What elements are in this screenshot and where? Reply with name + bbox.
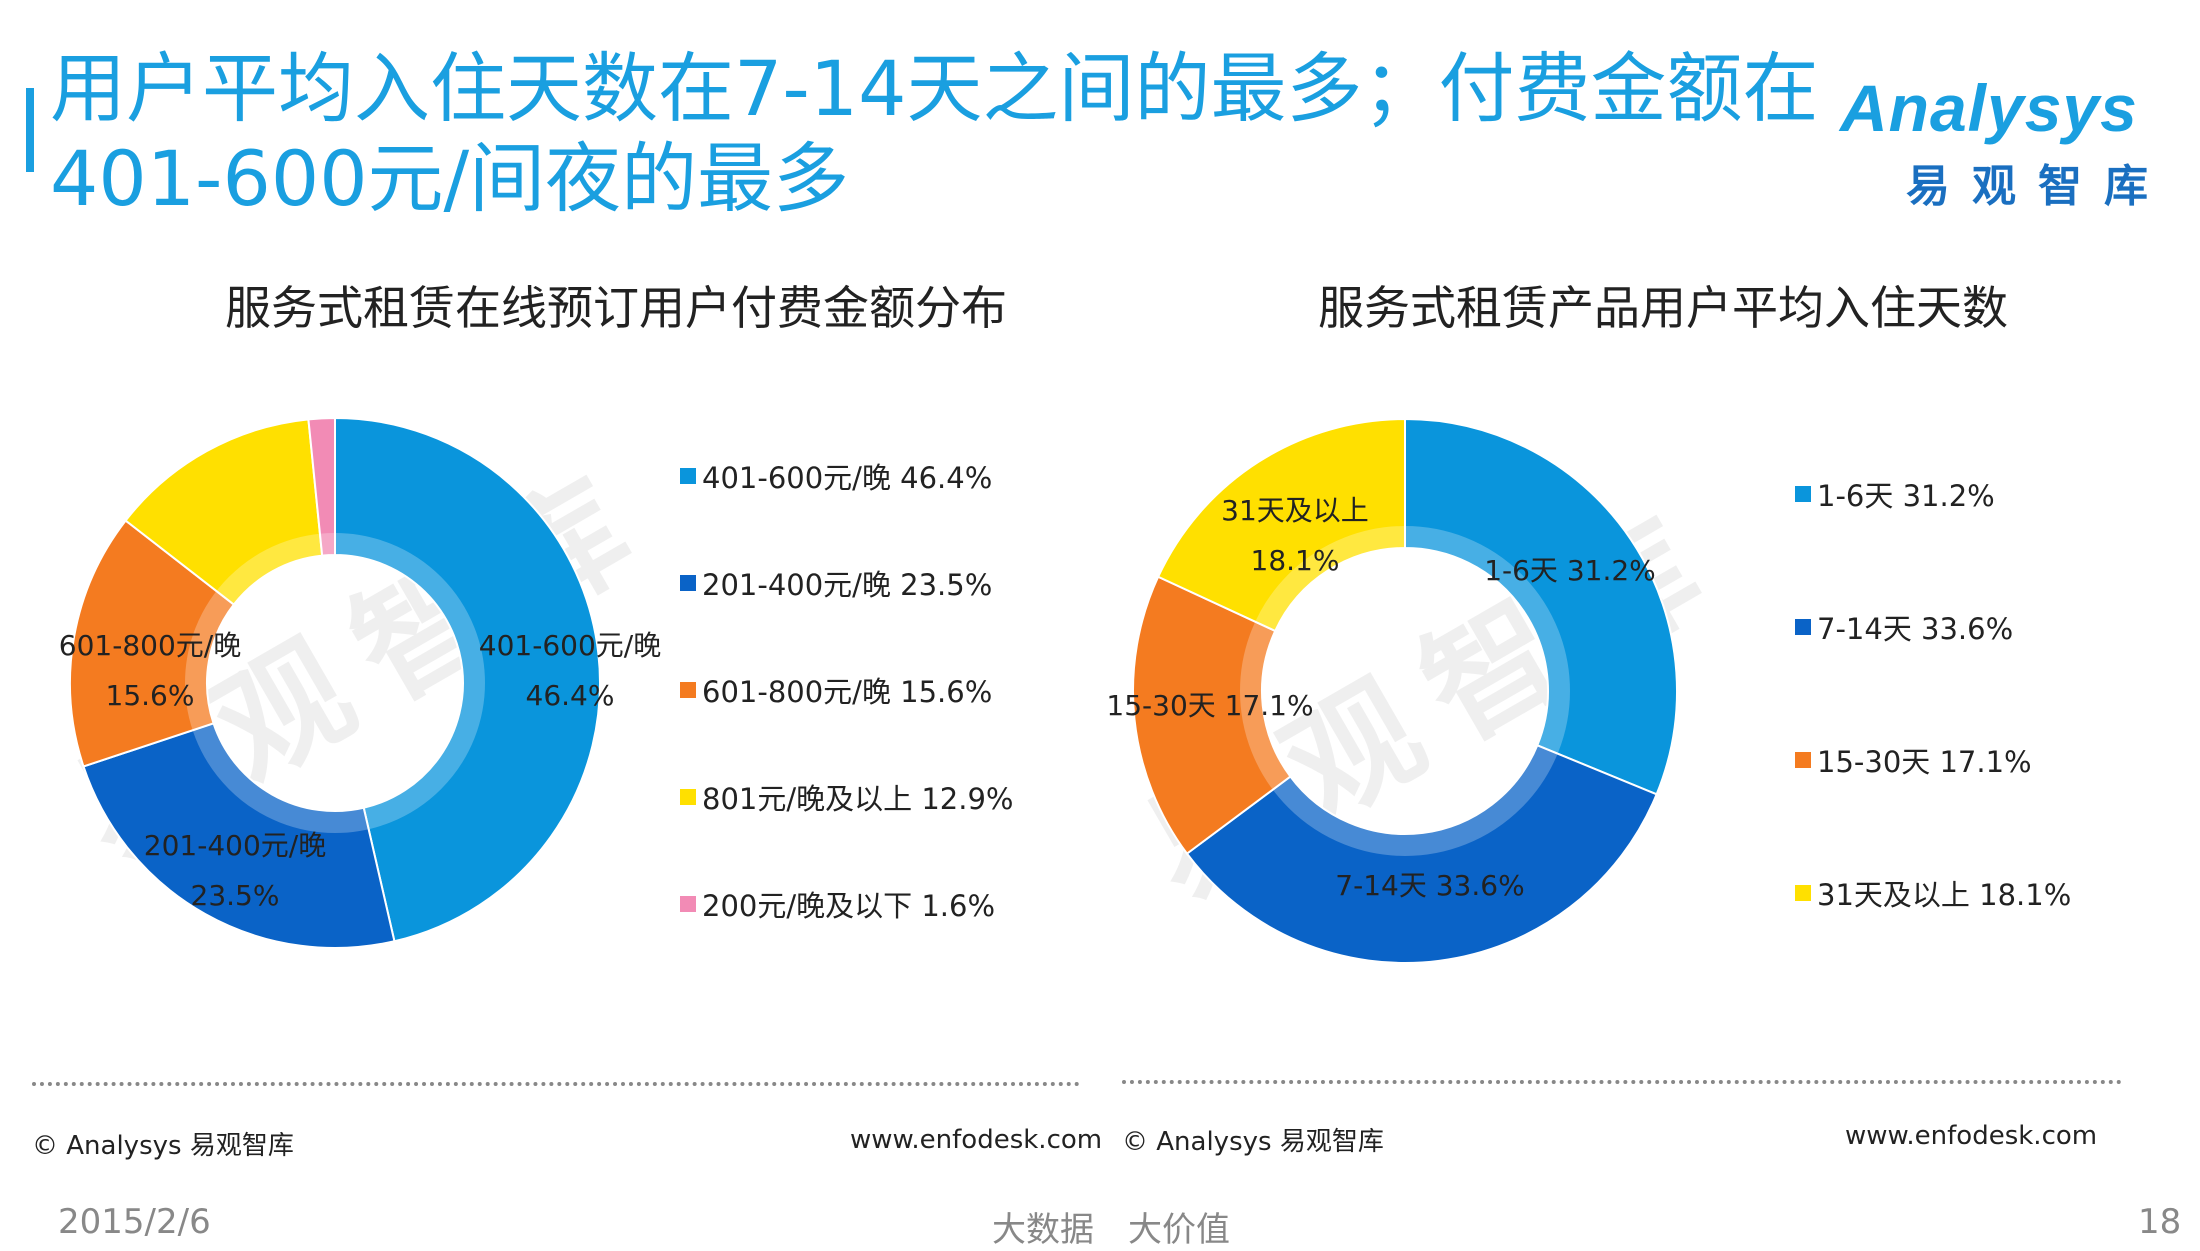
chart1-legend-item-4: 801元/晚及以上 12.9% (680, 776, 1013, 818)
chart2-legend-item-3: 15-30天 17.1% (1795, 739, 2032, 781)
chart2-inner-ring (1240, 526, 1570, 856)
chart2-data-label-2: 7-14天 33.6% (1335, 869, 1524, 902)
chart2-legend-label-3: 15-30天 17.1% (1817, 745, 2032, 779)
chart2-data-label-4: 31天及以上 18.1% (1221, 494, 1369, 577)
logo-chinese-name: 易观智库 (1906, 161, 2170, 212)
chart2-legend-swatch-1 (1795, 486, 1811, 502)
footer-date: 2015/2/6 (58, 1202, 211, 1242)
chart2-slice-1 (1404, 417, 1678, 796)
chart1-legend-item-3: 601-800元/晚 15.6% (680, 669, 992, 711)
chart1-legend-item-2: 201-400元/晚 23.5% (680, 562, 992, 604)
analysys-logo: Analysys 易观智库 (1840, 70, 2170, 212)
page-title-line2: 401-600元/间夜的最多 (50, 134, 850, 223)
chart1-legend-swatch-2 (680, 575, 696, 591)
source-url-right: www.enfodesk.com (1845, 1121, 2098, 1151)
chart1-legend-label-4: 801元/晚及以上 12.9% (702, 782, 1014, 816)
chart2-legend-label-4: 31天及以上 18.1% (1817, 878, 2072, 912)
chart1-inner-ring (185, 533, 485, 833)
chart2-legend-label-2: 7-14天 33.6% (1817, 612, 2014, 646)
chart1-legend-label-2: 201-400元/晚 23.5% (702, 568, 993, 602)
source-copyright-left: © Analysys 易观智库 (32, 1131, 294, 1161)
chart1-data-label-1: 401-600元/晚 46.4% (479, 629, 661, 712)
chart1-data-label-2: 201-400元/晚 23.5% (144, 829, 326, 912)
chart1-slice-5 (307, 416, 336, 557)
chart1-legend-swatch-1 (680, 468, 696, 484)
footer-page-number: 18 (2138, 1202, 2182, 1242)
chart2-legend-item-4: 31天及以上 18.1% (1795, 872, 2071, 914)
chart1-slice-1 (334, 416, 601, 943)
chart1-legend-swatch-3 (680, 682, 696, 698)
source-copyright-right: © Analysys 易观智库 (1122, 1127, 1384, 1157)
divider-right (1122, 1080, 2122, 1084)
chart2-legend-swatch-2 (1795, 619, 1811, 635)
chart2-legend-swatch-4 (1795, 885, 1811, 901)
chart1-legend-label-3: 601-800元/晚 15.6% (702, 675, 993, 709)
chart1-slice-2 (82, 722, 396, 949)
chart1-legend-label-5: 200元/晚及以下 1.6% (702, 889, 996, 923)
chart2-data-label-3: 15-30天 17.1% (1106, 689, 1313, 722)
chart1-slice-3 (69, 519, 236, 768)
chart2-legend-swatch-3 (1795, 752, 1811, 768)
chart1-legend-swatch-4 (680, 789, 696, 805)
page-title: 用户平均入住天数在7-14天之间的最多；付费金额在 401-600元/间夜的最多 (50, 44, 1850, 224)
source-url-left: www.enfodesk.com (850, 1125, 1103, 1155)
page-title-line1: 用户平均入住天数在7-14天之间的最多；付费金额在 (50, 44, 1819, 133)
chart2-legend-item-2: 7-14天 33.6% (1795, 606, 2013, 648)
chart2-data-label-1: 1-6天 31.2% (1484, 554, 1656, 587)
chart2-slice-3 (1132, 575, 1292, 856)
chart2-slice-2 (1185, 744, 1658, 964)
chart2-title: 服务式租赁产品用户平均入住天数 (1318, 281, 2008, 335)
chart1-title: 服务式租赁在线预订用户付费金额分布 (225, 281, 1007, 335)
chart1-legend-label-1: 401-600元/晚 46.4% (702, 461, 993, 495)
chart1-legend-item-1: 401-600元/晚 46.4% (680, 455, 992, 497)
logo-wordmark: Analysys (1840, 71, 2138, 145)
chart1-legend-swatch-5 (680, 896, 696, 912)
chart2-slice-4 (1156, 417, 1406, 633)
chart1-legend-item-5: 200元/晚及以下 1.6% (680, 883, 995, 925)
divider-left (32, 1082, 1080, 1086)
footer-slogan: 大数据 大价值 (992, 1210, 1230, 1250)
title-accent-bar (26, 88, 34, 172)
chart2-legend-label-1: 1-6天 31.2% (1817, 479, 1995, 513)
chart1-data-label-3: 601-800元/晚 15.6% (59, 629, 241, 712)
chart2-legend-item-1: 1-6天 31.2% (1795, 473, 1995, 515)
